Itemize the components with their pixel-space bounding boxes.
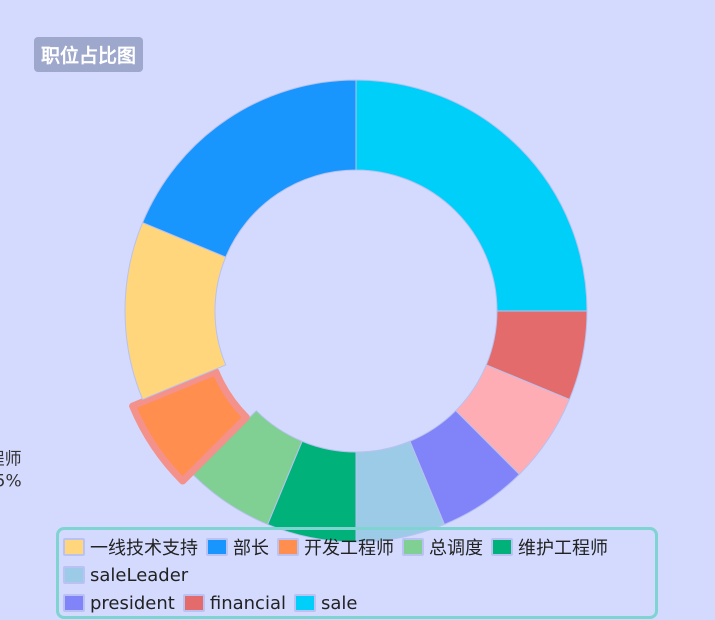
slice — [355, 79, 588, 312]
slice-value-label: 6.25% — [0, 472, 22, 492]
legend-swatch — [491, 538, 513, 556]
legend-label: 开发工程师 — [304, 538, 394, 559]
legend-item[interactable]: 维护工程师 — [491, 533, 608, 561]
legend-item[interactable]: 部长 — [206, 533, 269, 561]
legend-swatch — [63, 538, 85, 556]
legend-swatch — [277, 538, 299, 556]
legend-label: 维护工程师 — [518, 538, 608, 559]
legend: 一线技术支持 部长 开发工程师 总调度 维护工程师 saleLeader president… — [56, 527, 658, 619]
legend-swatch — [63, 566, 85, 584]
legend-item[interactable]: president — [63, 589, 175, 617]
legend-label: financial — [209, 592, 286, 614]
legend-label: sale — [320, 592, 358, 614]
legend-item[interactable]: financial — [182, 589, 286, 617]
legend-swatch — [182, 594, 205, 612]
legend-label: 总调度 — [429, 538, 483, 559]
legend-label: 一线技术支持 — [90, 538, 198, 559]
chart-title: 职位占比图 — [34, 37, 144, 72]
legend-label: 部长 — [233, 538, 269, 559]
slice — [142, 79, 357, 258]
legend-item[interactable]: sale — [293, 589, 358, 617]
legend-item[interactable]: saleLeader — [63, 561, 188, 589]
legend-item[interactable]: 一线技术支持 — [63, 533, 198, 561]
slice-label: 开发工程师 — [0, 450, 22, 470]
legend-swatch — [63, 594, 85, 612]
legend-label: saleLeader — [90, 564, 189, 586]
legend-swatch — [402, 538, 424, 556]
legend-item[interactable]: 总调度 — [402, 533, 483, 561]
legend-item[interactable]: 开发工程师 — [277, 533, 394, 561]
legend-swatch — [206, 538, 228, 556]
legend-swatch — [293, 594, 316, 612]
legend-label: president — [90, 592, 175, 614]
slice — [129, 368, 250, 485]
